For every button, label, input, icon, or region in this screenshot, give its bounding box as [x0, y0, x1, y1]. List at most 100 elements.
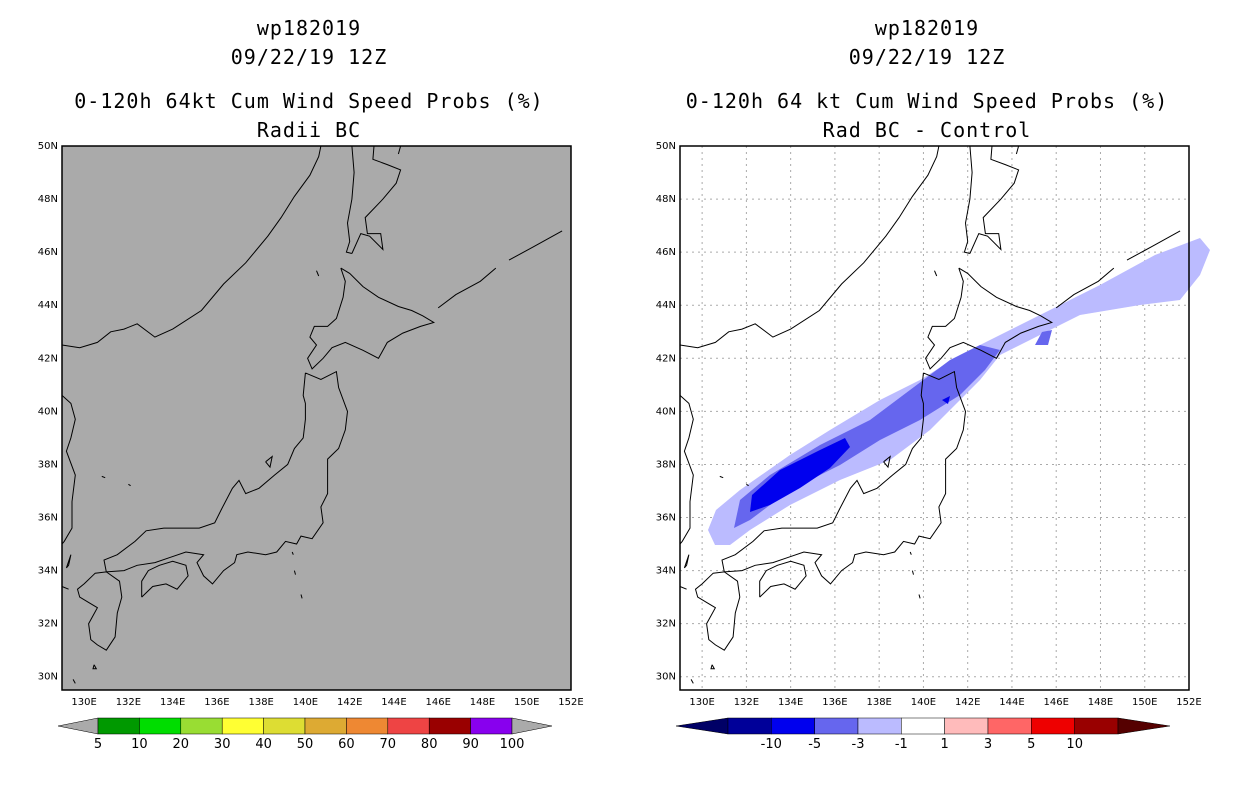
colorbar-label: 90	[462, 737, 479, 752]
left-title-run: Radii BC	[256, 118, 362, 142]
colorbar-swatch	[987, 717, 1032, 735]
lat-label: 42N	[38, 353, 58, 364]
coastline	[721, 370, 967, 585]
colorbar-label: 10	[131, 737, 148, 752]
left-lat-labels: 50N 48N 46N 44N 42N 40N 38N 36N 34N 32N 30N	[38, 141, 58, 683]
colorbar-swatch	[727, 717, 772, 735]
coastline	[316, 270, 320, 277]
coastline	[1126, 230, 1181, 261]
left-map-background	[62, 146, 571, 690]
colorbar-label: 1	[941, 737, 949, 752]
colorbar-label: 3	[984, 737, 992, 752]
colorbar-label: 5	[94, 737, 102, 752]
right-difference-swath	[708, 238, 1210, 545]
colorbar-label: 20	[173, 737, 190, 752]
coastline	[679, 395, 694, 545]
colorbar-label: -10	[761, 737, 782, 752]
colorbar-label: 70	[380, 737, 397, 752]
coastline	[710, 664, 716, 670]
right-lon-labels: 130E 132E 134E 136E 138E 140E 142E 144E 146E 148E…	[689, 697, 1201, 708]
colorbar-swatch	[263, 717, 306, 735]
colorbar-swatch	[428, 717, 471, 735]
left-panel: wp182019 09/22/19 12Z 0-120h 64kt Cum Wi…	[38, 16, 584, 752]
lat-label: 38N	[656, 459, 676, 470]
lon-label: 138E	[248, 697, 273, 708]
lat-label: 50N	[38, 141, 58, 152]
coastline	[883, 455, 891, 469]
coastline	[293, 570, 296, 575]
coastline	[141, 560, 189, 598]
lon-label: 140E	[293, 697, 318, 708]
coastline	[719, 475, 724, 479]
colorbar-label: 60	[338, 737, 355, 752]
lat-label: 32N	[38, 619, 58, 630]
left-colorbar: 5 10 20 30 40 50 60 70 80 90 100	[57, 717, 553, 752]
lon-label: 148E	[470, 697, 495, 708]
colorbar-swatch	[944, 717, 989, 735]
right-title-date: 09/22/19 12Z	[848, 45, 1006, 69]
lat-label: 44N	[656, 300, 676, 311]
lon-label: 148E	[1088, 697, 1113, 708]
lat-label: 40N	[656, 406, 676, 417]
coastline	[345, 145, 355, 254]
colorbar-label: -1	[895, 737, 908, 752]
left-coastlines	[61, 145, 563, 684]
lat-label: 46N	[38, 247, 58, 258]
colorbar-label: 10	[1066, 737, 1083, 752]
colorbar-swatch	[470, 717, 513, 735]
coastline	[76, 571, 123, 651]
coastline	[61, 586, 69, 590]
coastline	[92, 664, 98, 670]
colorbar-label: 80	[421, 737, 438, 752]
colorbar-left-arrow	[675, 717, 729, 735]
lon-label: 142E	[337, 697, 362, 708]
lon-label: 146E	[1044, 697, 1069, 708]
colorbar-swatch	[857, 717, 902, 735]
lon-label: 150E	[1132, 697, 1157, 708]
left-map-frame	[61, 145, 572, 691]
lat-label: 32N	[656, 619, 676, 630]
coastline	[300, 594, 303, 599]
left-title-product: 0-120h 64kt Cum Wind Speed Probs (%)	[74, 89, 544, 113]
coastline	[746, 483, 749, 487]
coastline	[101, 475, 106, 479]
lon-label: 136E	[204, 697, 229, 708]
colorbar-swatch	[139, 717, 182, 735]
lon-label: 134E	[778, 697, 803, 708]
coastline	[65, 554, 72, 569]
coastline	[265, 455, 273, 469]
colorbar-swatch	[304, 717, 347, 735]
lon-label: 146E	[426, 697, 451, 708]
left-title-date: 09/22/19 12Z	[230, 45, 388, 69]
colorbar-label: 100	[500, 737, 525, 752]
coastline	[103, 370, 349, 585]
colorbar-label: -3	[852, 737, 865, 752]
right-title-id: wp182019	[874, 16, 980, 40]
colorbar-label: 40	[255, 737, 272, 752]
lon-label: 152E	[1176, 697, 1201, 708]
colorbar-swatch	[1074, 717, 1119, 735]
colorbar-swatch	[1031, 717, 1075, 735]
coastline	[934, 270, 938, 277]
coastline	[61, 145, 322, 349]
colorbar-swatch	[387, 717, 430, 735]
colorbar-swatch	[221, 717, 264, 735]
coastline	[307, 267, 436, 370]
lat-label: 40N	[38, 406, 58, 417]
coastline	[694, 571, 741, 651]
lon-label: 132E	[734, 697, 759, 708]
coastline	[918, 594, 921, 599]
right-lat-labels: 50N 48N 46N 44N 42N 40N 38N 36N 34N 32N 30N	[656, 141, 676, 683]
right-panel: wp182019 09/22/19 12Z 0-120h 64 kt Cum W…	[618, 0, 1236, 800]
left-title-id: wp182019	[256, 16, 362, 40]
lon-label: 138E	[866, 697, 891, 708]
lat-label: 36N	[656, 513, 676, 524]
right-title-product: 0-120h 64 kt Cum Wind Speed Probs (%)	[685, 89, 1169, 113]
colorbar-swatch	[346, 717, 389, 735]
colorbar-left-arrow	[57, 717, 99, 735]
coastline	[72, 679, 76, 684]
colorbar-swatch	[814, 717, 859, 735]
lat-label: 48N	[656, 194, 676, 205]
swath-level-3-patch	[942, 396, 950, 404]
